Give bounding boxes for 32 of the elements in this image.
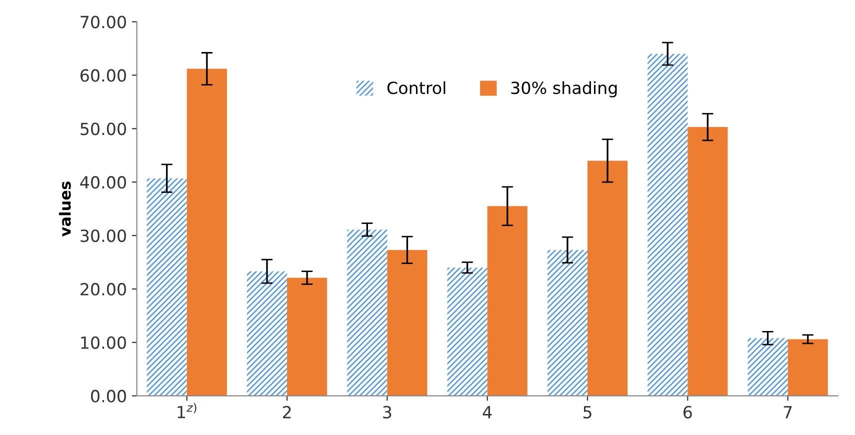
x-tick-label: 5 (583, 406, 592, 418)
x-tick-label: 6 (684, 406, 692, 418)
bar (487, 206, 528, 396)
y-tick-label: 20.00 (80, 282, 126, 296)
bar (246, 271, 288, 396)
bar (547, 250, 588, 396)
x-tick-label: 1$^{z)}$ (178, 402, 196, 418)
x-tick-label: 2 (282, 406, 291, 418)
legend-label: 30% shading (511, 81, 617, 98)
y-tick-label: 60.00 (80, 69, 126, 82)
y-tick-label: 30.00 (80, 229, 126, 242)
bar (748, 338, 788, 396)
bar (146, 178, 187, 396)
bar (387, 250, 428, 396)
bar (788, 339, 828, 396)
bar (447, 268, 488, 396)
y-tick-label: 0.00 (91, 390, 126, 402)
bar (287, 278, 328, 396)
x-tick-label: 4 (482, 406, 492, 418)
x-tick-label: 7 (784, 406, 792, 418)
bar (648, 54, 688, 396)
bar (347, 230, 388, 396)
bar (186, 68, 227, 396)
bar (588, 160, 628, 396)
y-tick-label: 70.00 (80, 16, 126, 28)
y-axis-title: values (59, 182, 71, 236)
bar (688, 127, 728, 396)
y-tick-label: 10.00 (81, 336, 126, 349)
y-tick-label: 50.00 (80, 122, 126, 136)
legend-label: Control (387, 81, 446, 94)
y-tick-label: 40.00 (80, 176, 126, 189)
x-tick-label: 3 (383, 406, 392, 418)
